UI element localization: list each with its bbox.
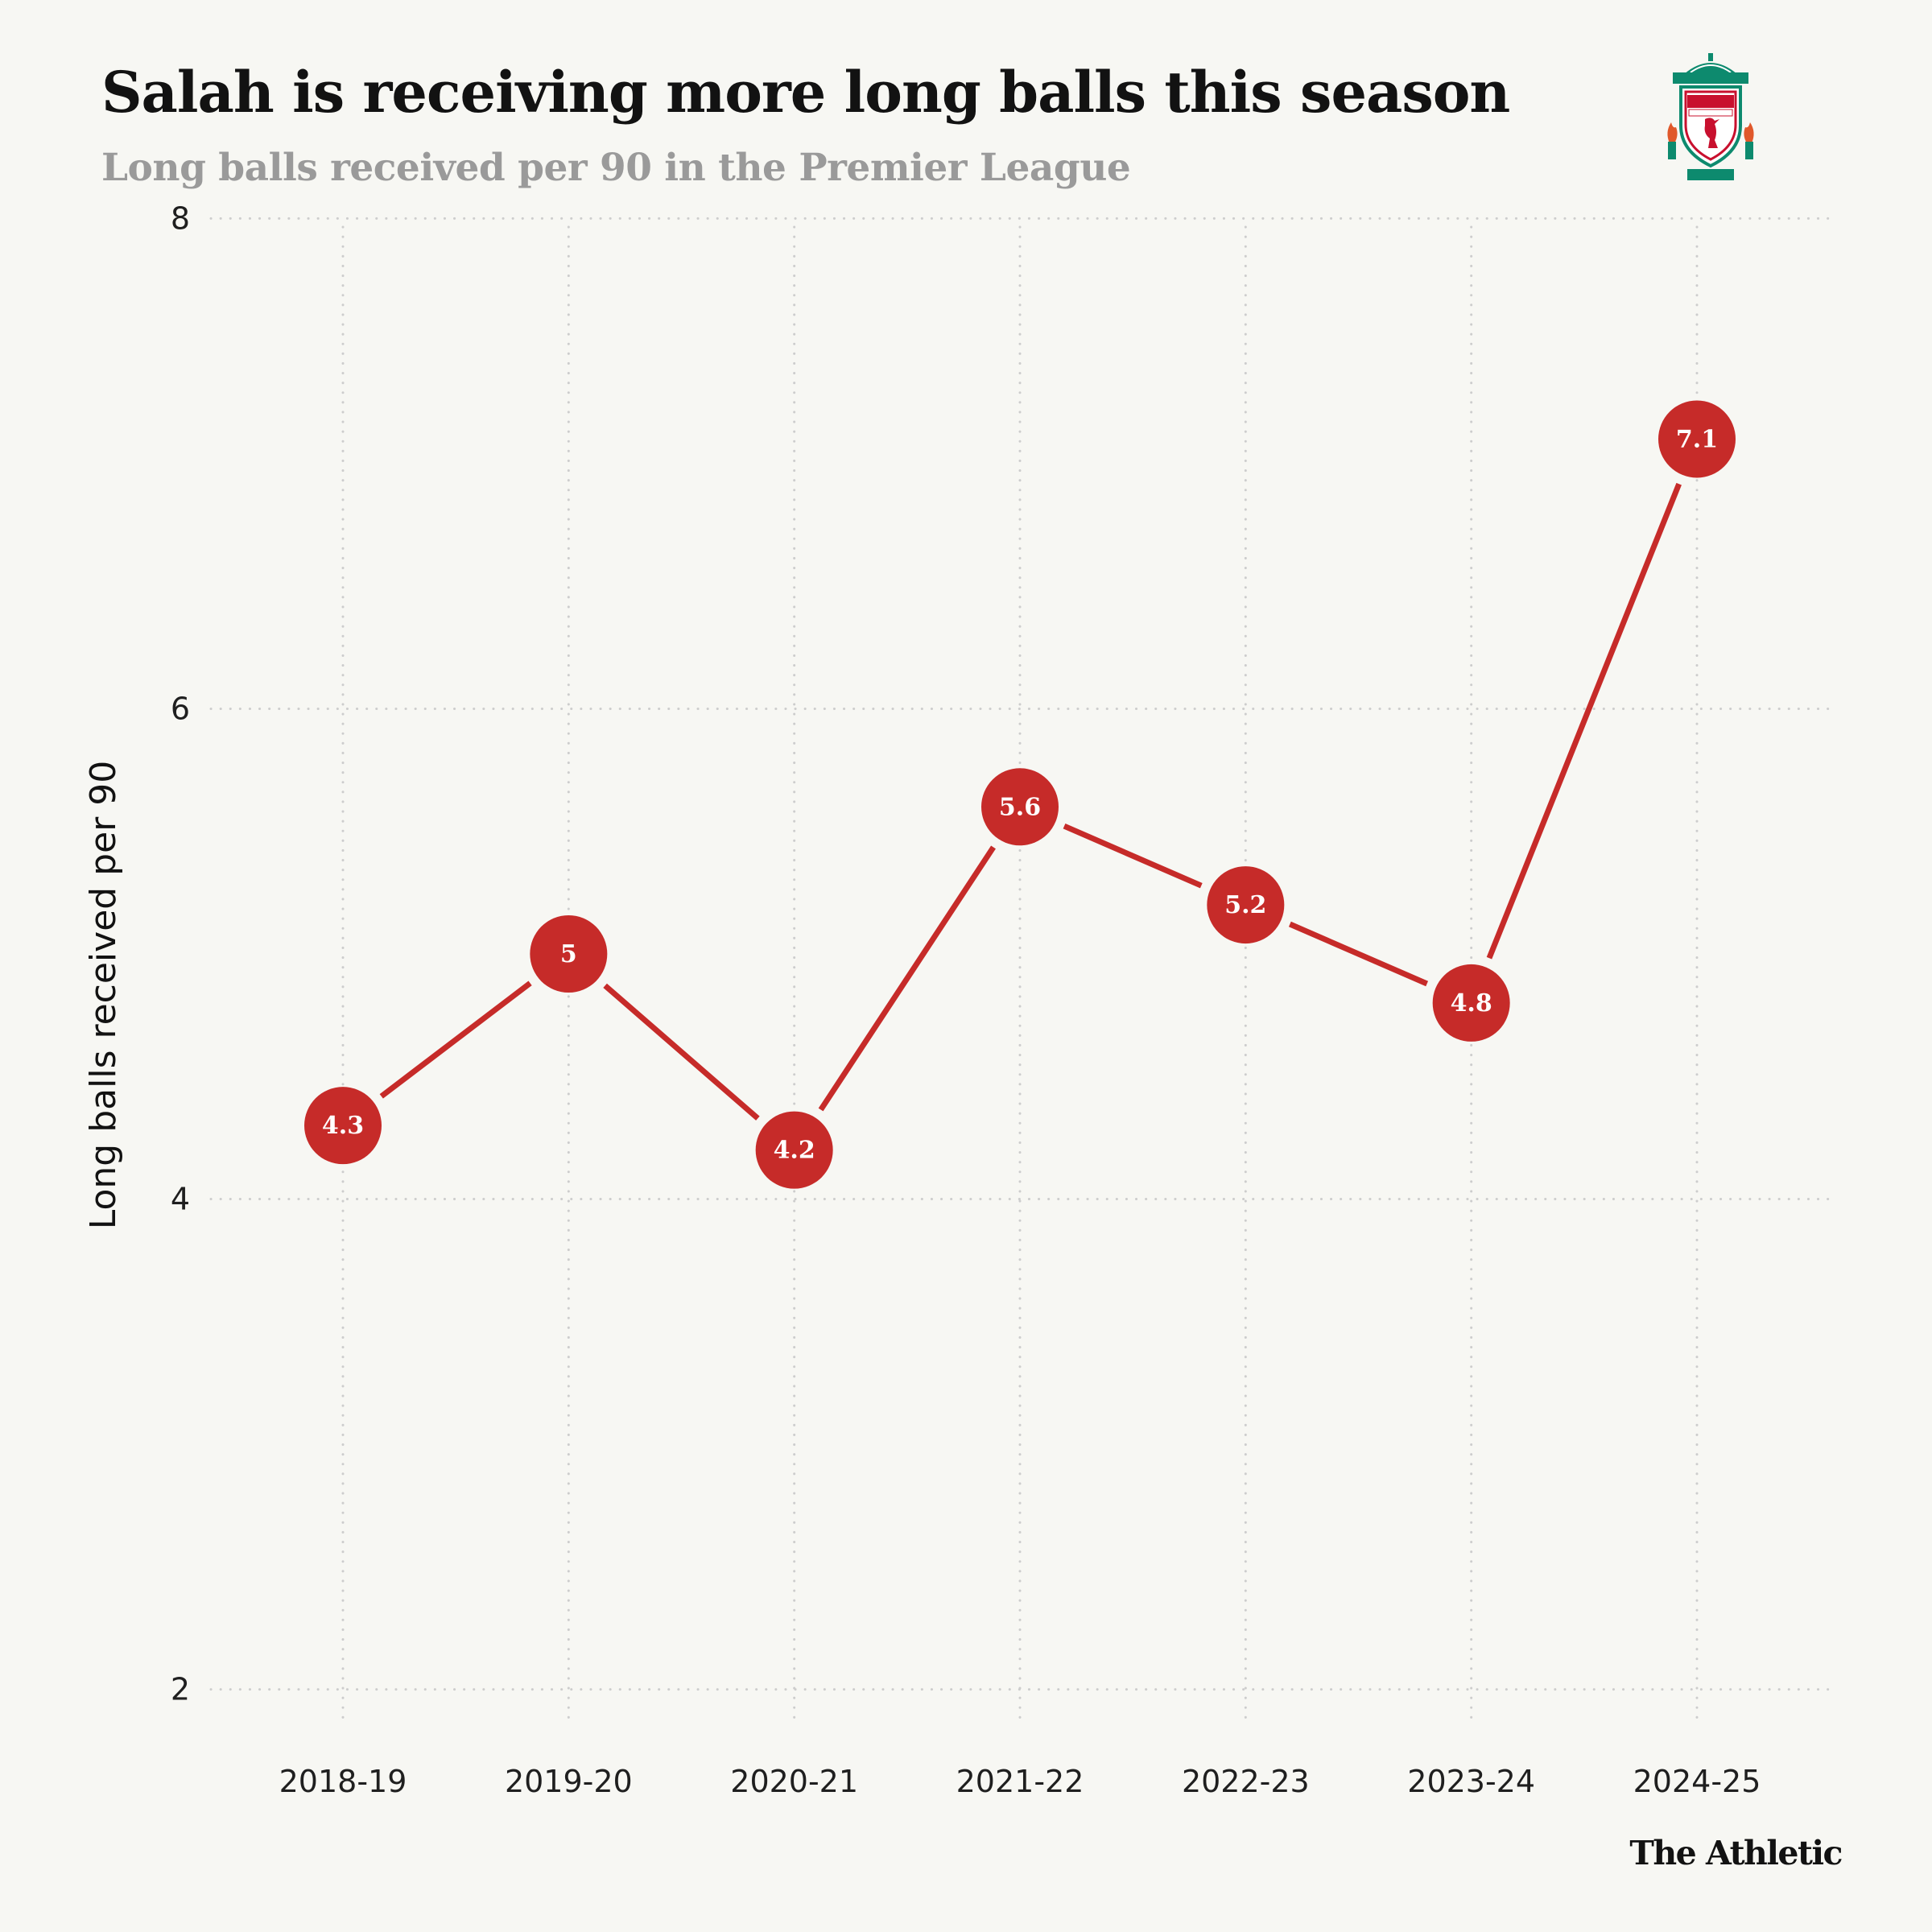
data-point <box>1207 866 1285 944</box>
data-point <box>1432 964 1510 1042</box>
gridlines <box>209 217 1837 1724</box>
y-tick-label: 4 <box>171 1182 190 1217</box>
data-label: 7.1 <box>1676 425 1718 453</box>
series-line-segment <box>818 845 996 1112</box>
series-line-segment <box>1486 482 1682 960</box>
axes: 2 4 6 8 2018-19 2019-20 2020-21 2021-22 2022-23 2… <box>171 200 1761 1799</box>
liverpool-crest-logo <box>1667 53 1754 180</box>
x-tick-label: 2024-25 <box>1633 1764 1761 1799</box>
chart-title: Salah is receiving more long balls this … <box>101 59 1510 126</box>
y-tick-label: 6 <box>171 691 190 726</box>
data-label: 5.6 <box>999 793 1041 821</box>
data-label: 5 <box>560 940 577 968</box>
series-line-segment <box>1288 921 1429 987</box>
data-label: 4.8 <box>1451 989 1492 1018</box>
series-line-segment <box>379 980 532 1099</box>
x-tick-label: 2018-19 <box>279 1764 407 1799</box>
data-point <box>1658 400 1736 478</box>
data-series: 4.3 5 4.2 5.6 5.2 4.8 7.1 <box>304 400 1736 1189</box>
x-tick-label: 2020-21 <box>730 1764 858 1799</box>
x-tick-label: 2019-20 <box>505 1764 633 1799</box>
series-line-segment <box>1063 823 1203 889</box>
y-tick-label: 8 <box>171 200 190 236</box>
x-tick-label: 2023-24 <box>1407 1764 1535 1799</box>
publisher-logo: The Athletic <box>1629 1834 1843 1872</box>
data-point <box>981 768 1059 846</box>
y-axis-title: Long balls received per 90 <box>83 761 124 1229</box>
x-tick-label: 2021-22 <box>956 1764 1084 1799</box>
data-label: 4.2 <box>774 1137 815 1165</box>
series-line-segment <box>603 983 760 1121</box>
data-label: 4.3 <box>322 1112 364 1140</box>
data-point <box>530 915 608 993</box>
data-label: 5.2 <box>1224 891 1266 919</box>
data-point <box>755 1111 833 1189</box>
data-point <box>304 1087 382 1165</box>
x-tick-label: 2022-23 <box>1182 1764 1310 1799</box>
chart-subtitle: Long balls received per 90 in the Premie… <box>101 146 1131 190</box>
y-tick-label: 2 <box>171 1672 190 1707</box>
